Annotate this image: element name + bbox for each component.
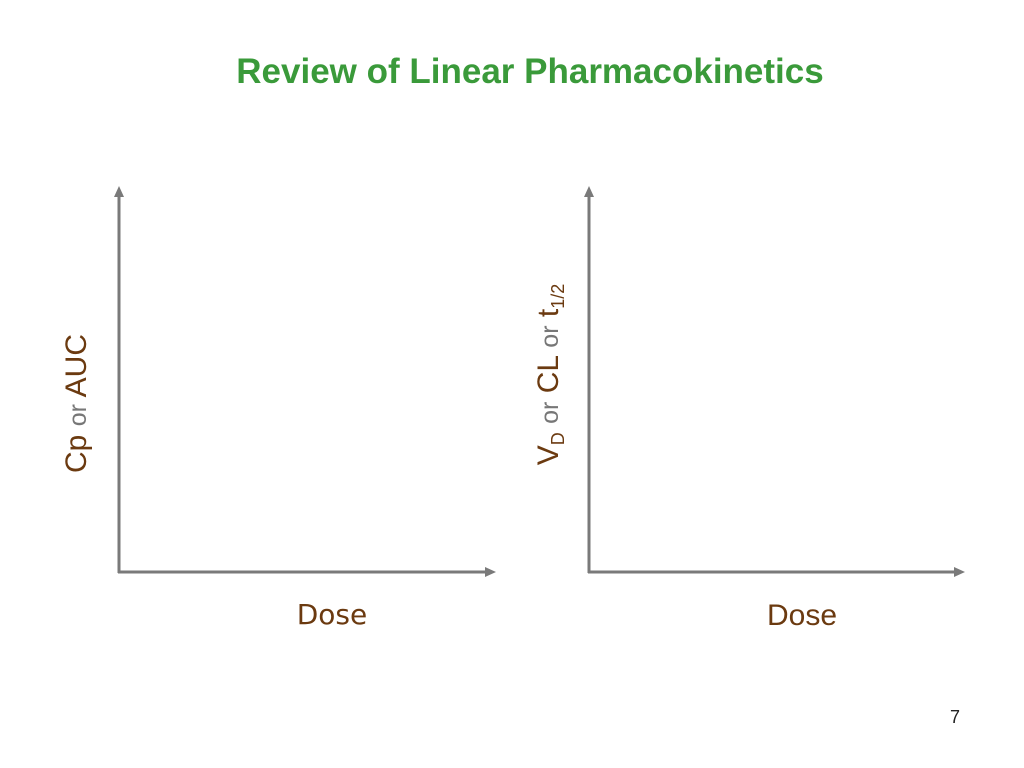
right-axes (584, 186, 965, 577)
right-ylabel-or-2: or (535, 324, 564, 348)
right-ylabel-or-1: or (535, 401, 564, 424)
right-ylabel-v-sub: D (547, 431, 568, 445)
left-x-axis-label: Dose (296, 598, 368, 631)
slide-title: Review of Linear Pharmacokinetics (236, 52, 824, 91)
left-x-axis-arrowhead (485, 567, 496, 577)
right-ylabel-v: VD (531, 431, 568, 465)
right-x-axis-arrowhead (954, 567, 965, 577)
right-ylabel-t-sub: 1/2 (547, 283, 568, 309)
left-y-axis-arrowhead (114, 186, 124, 197)
left-ylabel-auc: AUC (59, 333, 93, 397)
right-y-axis-arrowhead (584, 186, 594, 197)
left-ylabel-or: or (63, 403, 92, 426)
right-ylabel-cl: CL (531, 355, 565, 393)
left-y-axis-label: Cp or AUC (58, 334, 95, 473)
right-x-axis-label: Dose (766, 599, 838, 632)
left-ylabel-cp: Cp (59, 434, 93, 473)
right-ylabel-t-main: t (531, 308, 565, 317)
page-number: 7 (949, 707, 960, 727)
right-ylabel-v-main: V (531, 444, 565, 465)
left-axes (114, 186, 496, 577)
right-y-axis-label: VD or CL or t1/2 (531, 283, 568, 464)
right-ylabel-t: t1/2 (531, 283, 568, 317)
